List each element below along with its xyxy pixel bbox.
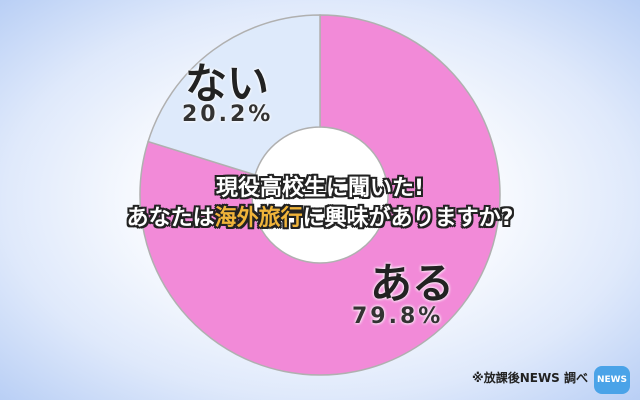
value-label-nai: 20.2%: [182, 102, 274, 127]
title-part: あなたは: [126, 206, 215, 231]
title-part: に興味がありますか?: [302, 206, 514, 231]
title-highlight: 海外旅行: [214, 206, 303, 231]
donut-slice-1: [147, 14, 321, 176]
donut-slice-0: [139, 14, 501, 376]
chart-title-line1: 現役高校生に聞いた!: [215, 176, 425, 201]
source-note: ※放課後NEWS 調べ: [472, 371, 588, 385]
label-nai: ない: [185, 59, 270, 108]
value-label-aru: 79.8%: [352, 304, 444, 329]
label-aru: ある: [370, 259, 455, 308]
brand-logo: NEWS: [594, 366, 630, 394]
chart-title-line2: あなたは海外旅行に興味がありますか?: [0, 200, 640, 232]
